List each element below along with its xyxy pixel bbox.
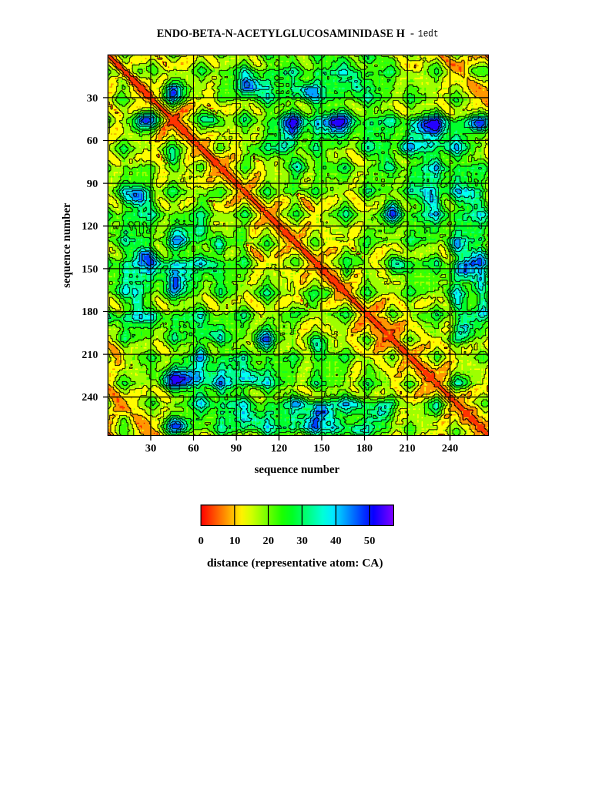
svg-text:40: 40	[330, 536, 341, 547]
svg-text:150: 150	[314, 444, 330, 455]
svg-text:ENDO-BETA-N-ACETYLGLUCOSAMINID: ENDO-BETA-N-ACETYLGLUCOSAMINIDASE H	[157, 28, 405, 40]
svg-text:1edt: 1edt	[418, 29, 439, 41]
svg-text:30: 30	[87, 94, 98, 105]
svg-text:distance (representative atom:: distance (representative atom: CA)	[207, 558, 383, 570]
svg-text:240: 240	[82, 393, 98, 404]
svg-text:60: 60	[188, 444, 199, 455]
svg-text:210: 210	[399, 444, 415, 455]
svg-text:0: 0	[198, 536, 204, 547]
svg-text:210: 210	[82, 350, 98, 361]
svg-text:150: 150	[82, 265, 98, 276]
svg-text:10: 10	[229, 536, 240, 547]
svg-text:60: 60	[87, 136, 98, 147]
svg-text:90: 90	[231, 444, 242, 455]
svg-text:120: 120	[271, 444, 287, 455]
svg-text:20: 20	[263, 536, 274, 547]
svg-text:240: 240	[442, 444, 458, 455]
svg-text:180: 180	[82, 307, 98, 318]
svg-text:30: 30	[297, 536, 308, 547]
svg-text:180: 180	[356, 444, 372, 455]
svg-text:30: 30	[145, 444, 156, 455]
svg-text:sequence number: sequence number	[255, 464, 340, 476]
svg-text:50: 50	[364, 536, 375, 547]
svg-text:90: 90	[87, 179, 98, 190]
svg-text:120: 120	[82, 222, 98, 233]
svg-text:sequence number: sequence number	[61, 203, 73, 288]
svg-text:-: -	[410, 28, 414, 40]
